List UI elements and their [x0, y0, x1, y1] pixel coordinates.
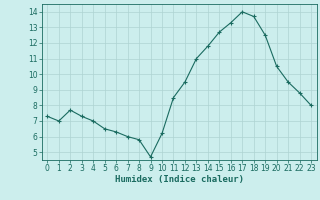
X-axis label: Humidex (Indice chaleur): Humidex (Indice chaleur) — [115, 175, 244, 184]
